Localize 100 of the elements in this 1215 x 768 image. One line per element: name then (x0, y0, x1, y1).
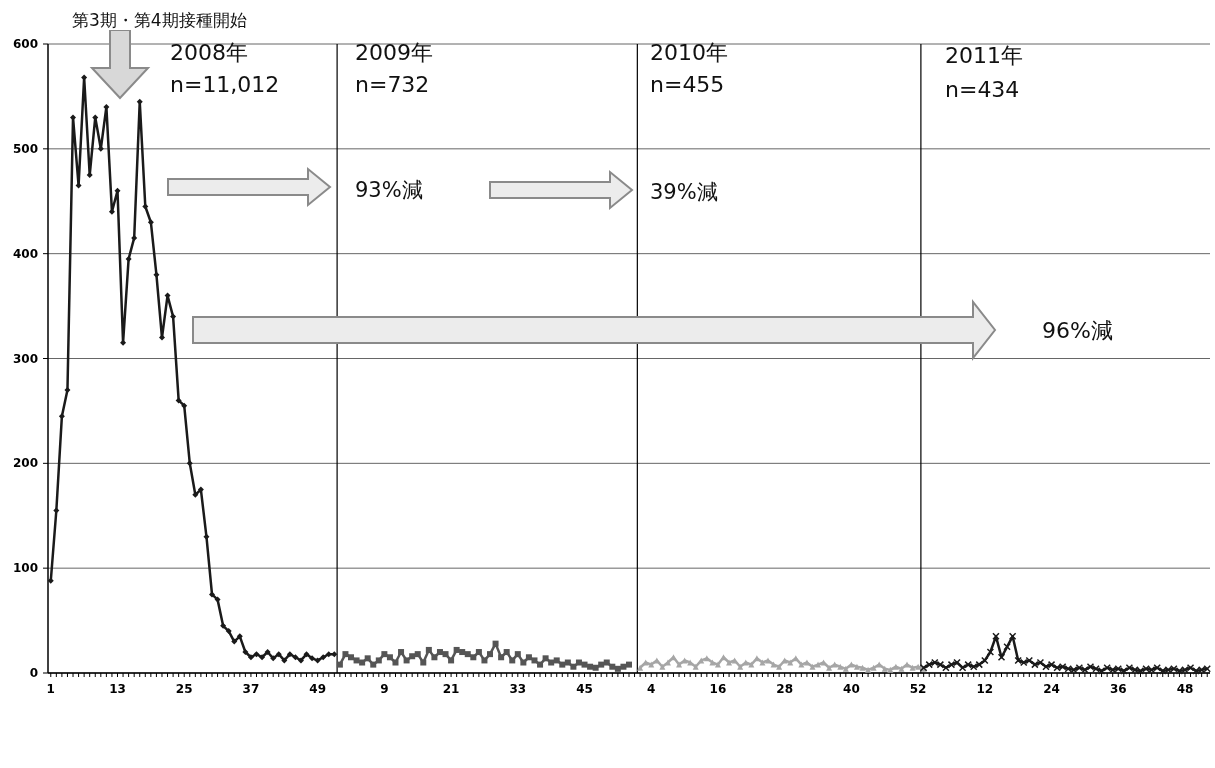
point (125, 255, 132, 262)
point (659, 663, 666, 670)
point (464, 651, 471, 658)
point (203, 533, 210, 540)
x-tick-label: 52 (909, 682, 927, 696)
point (181, 402, 188, 409)
point (420, 659, 427, 666)
point (403, 657, 410, 664)
annotation: 2011年 (945, 43, 1023, 68)
point (47, 577, 54, 584)
x-tick-label: 1 (46, 682, 55, 696)
point (297, 657, 304, 664)
point (342, 651, 349, 658)
point (264, 649, 271, 656)
point (892, 663, 899, 670)
x-tick-label: 24 (1043, 682, 1060, 696)
point (281, 657, 288, 664)
annotation: 2010年 (650, 40, 728, 65)
point (286, 651, 293, 658)
point (186, 460, 193, 467)
point (470, 654, 477, 661)
point (548, 659, 555, 666)
point (537, 661, 544, 668)
point (865, 666, 872, 673)
point (798, 661, 805, 668)
point (103, 103, 110, 110)
point (242, 649, 249, 656)
x-tick-label: 33 (509, 682, 527, 696)
point (570, 663, 577, 670)
point (726, 659, 733, 666)
point (648, 661, 655, 668)
point (459, 649, 466, 656)
point (737, 663, 744, 670)
point (831, 661, 838, 668)
x-tick-label: 25 (175, 682, 193, 696)
x-tick-label: 13 (109, 682, 126, 696)
point (909, 664, 916, 671)
annotation: 2008年 (170, 40, 248, 65)
point (587, 663, 594, 670)
point (75, 182, 82, 189)
point (325, 651, 332, 658)
point (514, 651, 521, 658)
point (714, 661, 721, 668)
x-tick-label: 40 (843, 682, 860, 696)
point (214, 596, 221, 603)
point (542, 655, 549, 662)
point (270, 655, 277, 662)
point (275, 651, 282, 658)
point (553, 657, 560, 664)
point (759, 659, 766, 666)
x-tick-label: 48 (1176, 682, 1194, 696)
point (247, 654, 254, 661)
point (398, 649, 405, 656)
x-tick-label: 4 (647, 682, 656, 696)
point (842, 665, 849, 672)
point (386, 654, 393, 661)
point (809, 663, 816, 670)
point (381, 651, 388, 658)
point (481, 657, 488, 664)
point (58, 413, 65, 420)
point (609, 663, 616, 670)
point (787, 659, 794, 666)
point (531, 657, 538, 664)
point (331, 651, 338, 658)
point (153, 271, 160, 278)
point (414, 651, 421, 658)
point (503, 649, 510, 656)
point (197, 486, 204, 493)
point (70, 114, 77, 121)
annotation: 39%減 (650, 180, 718, 204)
point (64, 386, 71, 393)
point (364, 655, 371, 662)
point (170, 313, 177, 320)
point (442, 651, 449, 658)
point (475, 649, 482, 656)
y-tick-label: 400 (12, 246, 38, 261)
annotation: 2009年 (355, 40, 433, 65)
point (92, 114, 99, 121)
point (575, 659, 582, 666)
point (765, 657, 771, 664)
x-tick-label: 45 (576, 682, 593, 696)
point (120, 339, 127, 346)
point (776, 663, 783, 670)
point (487, 651, 494, 658)
point (492, 640, 499, 647)
point (231, 638, 238, 645)
point (448, 657, 455, 664)
point (158, 334, 165, 341)
point (320, 654, 327, 661)
annotation: n=11,012 (170, 72, 280, 97)
point (259, 654, 266, 661)
point (336, 661, 343, 668)
point (86, 172, 93, 179)
point (220, 622, 227, 629)
point (142, 203, 149, 210)
point (236, 633, 243, 640)
point (509, 657, 516, 664)
point (898, 665, 905, 672)
point (626, 661, 632, 668)
point (525, 654, 532, 661)
